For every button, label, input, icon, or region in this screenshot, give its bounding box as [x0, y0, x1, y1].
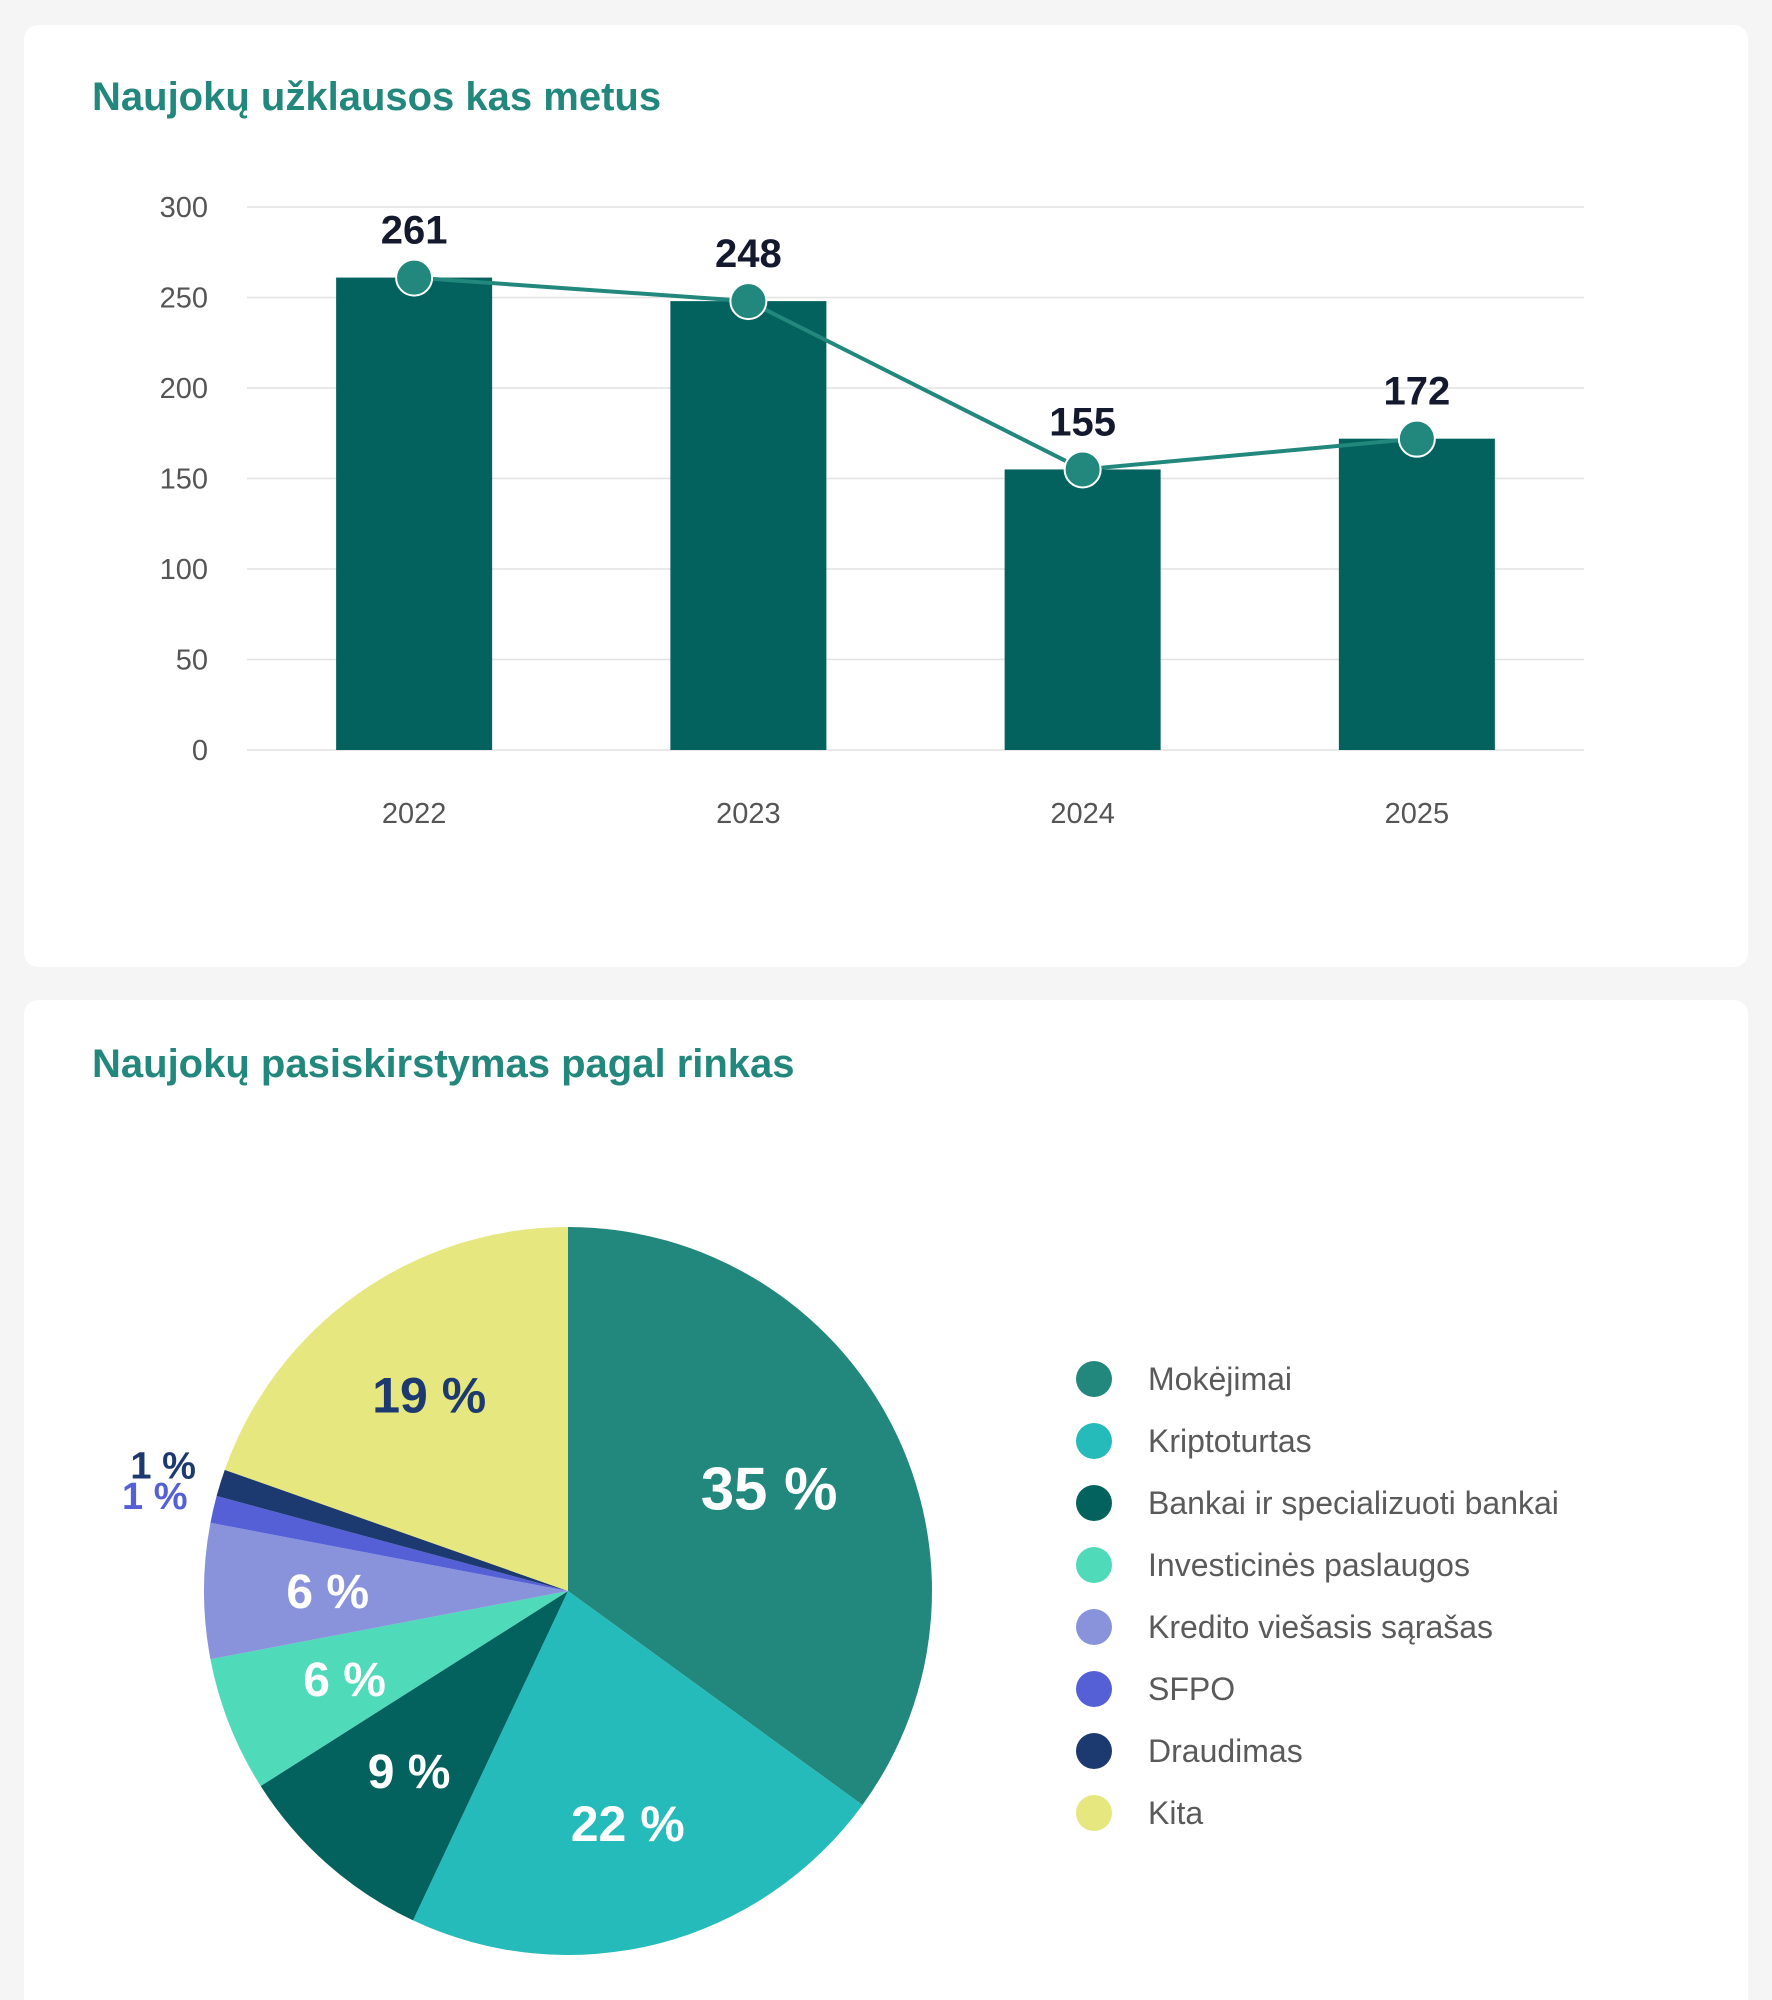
legend-label: SFPO	[1148, 1671, 1235, 1707]
pie-slice-label: 1 %	[122, 1476, 187, 1518]
pie-chart-title: Naujokų pasiskirstymas pagal rinkas	[92, 1042, 795, 1086]
x-tick-label: 2025	[1385, 798, 1450, 830]
legend-label: Bankai ir specializuoti bankai	[1148, 1485, 1559, 1521]
pie-chart-card: Naujokų pasiskirstymas pagal rinkas 35 %…	[24, 1000, 1748, 2000]
pie-slice-label: 9 %	[368, 1746, 451, 1799]
legend-swatch	[1076, 1423, 1112, 1459]
legend-swatch	[1076, 1609, 1112, 1645]
data-label: 261	[381, 209, 448, 253]
x-tick-label: 2023	[716, 798, 781, 830]
legend-label: Draudimas	[1148, 1733, 1303, 1769]
pie-slice	[413, 1591, 863, 1955]
legend-label: Kredito viešasis sąrašas	[1148, 1609, 1493, 1645]
pie-slice-label: 35 %	[701, 1456, 838, 1523]
pie-slice-label: 6 %	[286, 1566, 369, 1619]
series-line	[413, 275, 1418, 472]
pie-slice	[224, 1227, 568, 1591]
pie-slice-label: 19 %	[372, 1367, 486, 1423]
y-tick-label: 250	[160, 283, 208, 315]
bar	[670, 301, 827, 750]
y-tick-label: 300	[160, 192, 208, 224]
y-tick-label: 50	[176, 645, 208, 677]
pie-chart: 35 % 22 % 9 % 6 % 6 % 1 %1 % 19 % Mokėjimai Krip…	[122, 1227, 1559, 1955]
bar	[1004, 469, 1161, 750]
y-tick-label: 100	[160, 554, 208, 586]
bar-chart-title: Naujokų užklausos kas metus	[92, 75, 662, 119]
legend-label: Kita	[1148, 1795, 1203, 1831]
pie-slice	[203, 1522, 568, 1660]
data-point	[395, 258, 434, 297]
x-tick-label: 2022	[382, 798, 447, 830]
pie-slice	[210, 1591, 568, 1787]
y-tick-label: 150	[160, 464, 208, 496]
y-tick-label: 200	[160, 373, 208, 405]
pie-slice-label: 1 %	[130, 1445, 195, 1487]
bar-chart: 0 50 100 150 200 250 300 2022 2023 2024 2025 261 248…	[160, 192, 1584, 830]
legend-swatch	[1076, 1795, 1112, 1831]
pie-slice	[260, 1591, 568, 1921]
legend-swatch	[1076, 1547, 1112, 1583]
data-label: 248	[715, 232, 782, 276]
legend-swatch	[1076, 1485, 1112, 1521]
x-tick-label: 2024	[1050, 798, 1115, 830]
data-point	[729, 282, 768, 321]
pie-slice	[210, 1496, 568, 1591]
pie-slice	[568, 1227, 932, 1805]
legend-label: Kriptoturtas	[1148, 1423, 1312, 1459]
pie-slice-label: 6 %	[303, 1654, 386, 1707]
legend-swatch	[1076, 1671, 1112, 1707]
bar	[1338, 438, 1495, 750]
legend-label: Investicinės paslaugos	[1148, 1547, 1470, 1583]
pie-slice-label: 22 %	[571, 1796, 685, 1852]
data-label: 155	[1049, 400, 1116, 444]
bar-chart-card: Naujokų užklausos kas metus 0 50 100 150 200…	[24, 25, 1748, 967]
pie-slice	[216, 1469, 569, 1591]
legend-swatch	[1076, 1733, 1112, 1769]
legend-swatch	[1076, 1361, 1112, 1397]
bar	[336, 277, 493, 750]
data-point	[1397, 419, 1436, 458]
legend-label: Mokėjimai	[1148, 1361, 1292, 1397]
y-tick-label: 0	[192, 735, 208, 767]
data-label: 172	[1384, 370, 1451, 414]
data-point	[1063, 450, 1102, 489]
